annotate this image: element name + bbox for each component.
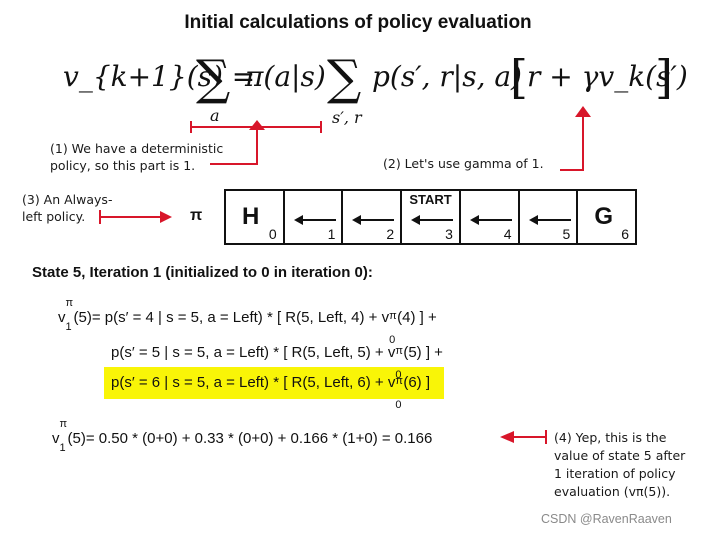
equation-line-1: v π 1 (5)= p(s′ = 4 | s = 5, a = Left) * [ … (58, 297, 437, 346)
note-4-line-2: value of state 5 after (554, 448, 686, 463)
eq-text: (5)= p(s′ = 4 | s = 5, a = Left) * [ R(5… (73, 309, 390, 326)
sum-symbol-2: ∑ (327, 50, 362, 106)
bracket-close: ] (655, 50, 673, 104)
eq-text: p(s′ = 6 | s = 5, a = Left) * [ R(5, Lef… (111, 374, 396, 391)
eq-text: p(s′ = 5 | s = 5, a = Left) * [ R(5, Lef… (111, 344, 396, 361)
sum1-subscript: a (210, 106, 220, 125)
cell-number: 6 (621, 226, 630, 242)
superscript: π (389, 310, 397, 322)
grid-cell-3: START 3 (402, 191, 461, 243)
note-1-line-2: policy, so this part is 1. (50, 158, 196, 173)
superscript: π (65, 297, 74, 309)
sum2-subscript: s′, r (332, 108, 362, 127)
cell-number: 0 (268, 226, 277, 242)
eq-text: (5)= 0.50 * (0+0) + 0.33 * (0+0) + 0.166… (67, 430, 433, 447)
right-arrow-icon (160, 211, 172, 223)
grid-world: H 0 1 2 START 3 4 5 G 6 (224, 189, 637, 245)
grid-cell-0: H 0 (226, 191, 285, 243)
cell-number: 4 (503, 226, 512, 242)
grid-cell-1: 1 (285, 191, 344, 243)
note-1: (1) We have a deterministic policy, so t… (50, 140, 223, 174)
goal-label: G (594, 203, 613, 230)
grid-cell-2: 2 (343, 191, 403, 243)
eq-tail: (5) ] + (403, 344, 443, 361)
result-equation: v π 1 (5)= 0.50 * (0+0) + 0.33 * (0+0) + 0.… (52, 418, 433, 454)
v-symbol: v (58, 309, 66, 326)
watermark: CSDN @RavenRaaven (541, 512, 672, 526)
note-3: (3) An Always- left policy. (22, 191, 112, 225)
superscript: π (59, 418, 68, 430)
highlight (104, 367, 444, 399)
superscript: π (395, 345, 403, 357)
up-arrow-icon (249, 120, 265, 130)
subscript: 1 (65, 321, 72, 333)
subscript: 0 (395, 399, 402, 411)
note-2: (2) Let's use gamma of 1. (383, 156, 544, 171)
p-term: p(s′, r|s, a) (372, 60, 522, 93)
pi-term: π(a|s) (245, 60, 326, 93)
note-4-line-3: 1 iteration of policy (554, 466, 676, 481)
cell-number: 3 (445, 226, 453, 242)
note-4-line-4: evaluation (vπ(5)). (554, 484, 671, 499)
up-arrow-icon (575, 106, 591, 117)
equation-line-2: p(s′ = 5 | s = 5, a = Left) * [ R(5, Lef… (111, 344, 443, 381)
left-arrow-icon (352, 215, 395, 225)
left-arrow-icon (411, 215, 454, 225)
left-arrow-icon (293, 215, 336, 225)
left-arrow-icon (469, 215, 512, 225)
subscript: 0 (395, 369, 402, 381)
grid-cell-6: G 6 (578, 191, 635, 243)
eq-tail: (4) ] + (397, 309, 437, 326)
cell-number: 2 (386, 226, 395, 242)
grid-cell-4: 4 (461, 191, 520, 243)
left-arrow-icon (500, 431, 514, 443)
note-4-line-1: (4) Yep, this is the (554, 430, 667, 445)
v-symbol: v (52, 430, 60, 447)
section-heading: State 5, Iteration 1 (initialized to 0 i… (32, 264, 373, 281)
hole-label: H (242, 203, 260, 230)
note-4: (4) Yep, this is the value of state 5 af… (554, 429, 685, 501)
cell-number: 1 (327, 226, 336, 242)
subscript: 0 (389, 334, 396, 346)
equation-line-3: p(s′ = 6 | s = 5, a = Left) * [ R(5, Lef… (111, 374, 431, 411)
page-title: Initial calculations of policy evaluatio… (184, 12, 532, 33)
eq-tail: (6) ] (403, 374, 431, 391)
start-label: START (409, 192, 452, 207)
formula-lhs: v_{k+1}(s) = (63, 60, 256, 93)
pi-label: π (190, 207, 203, 224)
note-3-line-2: left policy. (22, 209, 86, 224)
note-3-line-1: (3) An Always- (22, 192, 113, 207)
bracket-open: [ (510, 50, 528, 104)
left-arrow-icon (528, 215, 571, 225)
note-1-line-1: (1) We have a deterministic (50, 141, 224, 156)
sum-symbol-1: ∑ (196, 50, 231, 106)
superscript: π (395, 375, 403, 387)
bracket-body: r + γv_k(s′) (527, 60, 688, 93)
grid-cell-5: 5 (520, 191, 579, 243)
cell-number: 5 (562, 226, 571, 242)
subscript: 1 (59, 442, 66, 454)
